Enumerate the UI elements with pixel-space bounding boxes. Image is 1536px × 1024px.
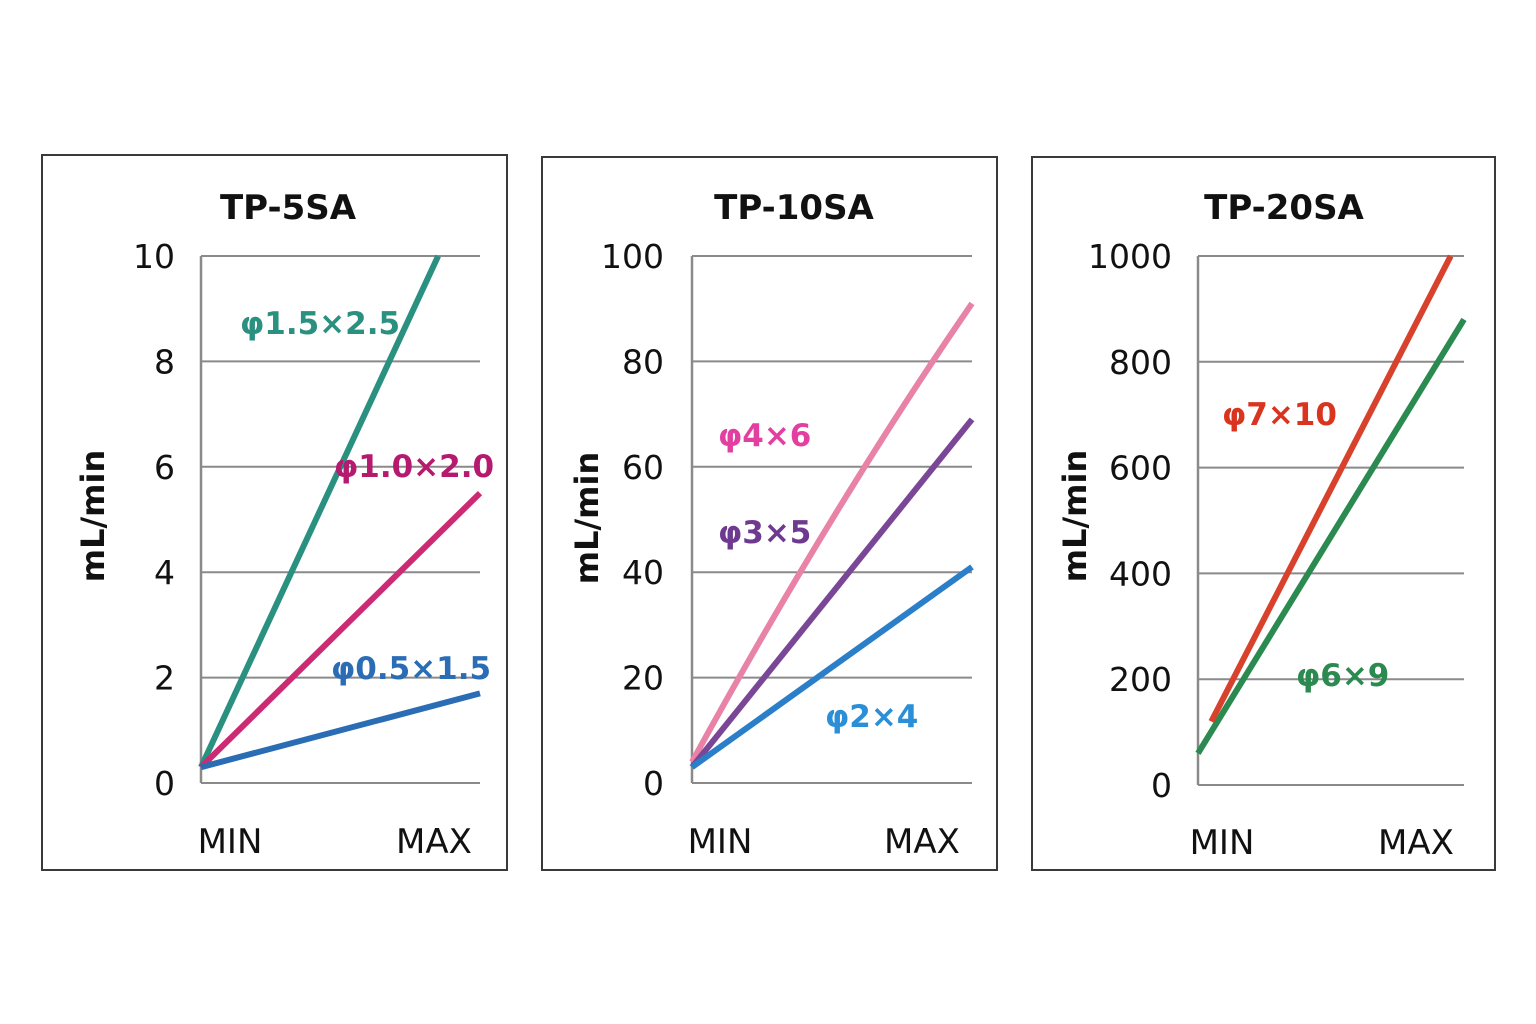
y-tick-label: 100 bbox=[601, 237, 664, 276]
chart-panel-tp-20sa bbox=[1031, 156, 1496, 871]
y-axis-label: mL/min bbox=[1056, 450, 1094, 583]
y-tick-label: 0 bbox=[1151, 766, 1172, 805]
series-label: φ1.0×2.0 bbox=[334, 449, 494, 485]
y-tick-label: 4 bbox=[154, 553, 175, 592]
series-label: φ0.5×1.5 bbox=[331, 651, 491, 687]
series-line bbox=[198, 491, 483, 770]
series-label: φ2×4 bbox=[825, 699, 918, 735]
x-tick-label: MAX bbox=[884, 822, 960, 862]
series-line bbox=[198, 254, 441, 769]
chart-panel-tp-10sa bbox=[541, 156, 998, 871]
chart-0-marks: 0 2 4 6 8 10 bbox=[133, 237, 483, 803]
chart-tp-5sa: TP-5SA mL/min MIN MAX φ1.5×2.5 φ1.0×2.0 … bbox=[74, 188, 494, 862]
series-line bbox=[690, 564, 974, 770]
series-label: φ1.5×2.5 bbox=[240, 306, 400, 342]
y-tick-label: 20 bbox=[622, 659, 664, 698]
x-tick-label: MAX bbox=[396, 822, 472, 862]
series-line bbox=[1195, 317, 1467, 755]
y-tick-label: 10 bbox=[133, 237, 175, 276]
series-line bbox=[689, 301, 975, 764]
x-tick-label: MIN bbox=[1190, 823, 1255, 863]
y-tick-label: 600 bbox=[1109, 449, 1172, 488]
y-tick-label: 0 bbox=[643, 764, 664, 803]
y-tick-label: 1000 bbox=[1088, 237, 1172, 276]
x-tick-label: MIN bbox=[688, 822, 753, 862]
series-line bbox=[1208, 254, 1454, 723]
series-line bbox=[689, 417, 975, 770]
y-tick-label: 80 bbox=[622, 342, 664, 381]
y-tick-label: 400 bbox=[1109, 554, 1172, 593]
y-axis-label: mL/min bbox=[568, 452, 606, 585]
x-tick-label: MAX bbox=[1378, 823, 1454, 863]
chart-title: TP-5SA bbox=[220, 188, 357, 228]
y-tick-label: 8 bbox=[154, 342, 175, 381]
series-label: φ6×9 bbox=[1296, 658, 1389, 694]
series-label: φ4×6 bbox=[718, 418, 811, 454]
y-tick-label: 60 bbox=[622, 448, 664, 487]
y-tick-label: 0 bbox=[154, 764, 175, 803]
y-axis-label: mL/min bbox=[74, 450, 112, 583]
y-tick-label: 200 bbox=[1109, 660, 1172, 699]
x-tick-label: MIN bbox=[198, 822, 263, 862]
series-label: φ7×10 bbox=[1222, 397, 1337, 433]
y-tick-label: 40 bbox=[622, 553, 664, 592]
chart-tp-20sa: TP-20SA mL/min MIN MAX φ7×10 φ6×9 bbox=[1056, 188, 1454, 863]
y-tick-label: 2 bbox=[154, 659, 175, 698]
y-tick-label: 800 bbox=[1109, 343, 1172, 382]
chart-title: TP-20SA bbox=[1204, 188, 1364, 228]
chart-tp-10sa: TP-10SA mL/min MIN MAX φ4×6 φ3×5 φ2×4 bbox=[568, 188, 960, 862]
series-line bbox=[200, 690, 481, 771]
chart-title: TP-10SA bbox=[714, 188, 874, 228]
chart-1-marks: 0 20 40 60 80 100 bbox=[601, 237, 975, 803]
chart-2-marks: 0 200 400 600 800 1000 bbox=[1088, 237, 1467, 805]
series-label: φ3×5 bbox=[718, 515, 811, 551]
y-tick-label: 6 bbox=[154, 448, 175, 487]
